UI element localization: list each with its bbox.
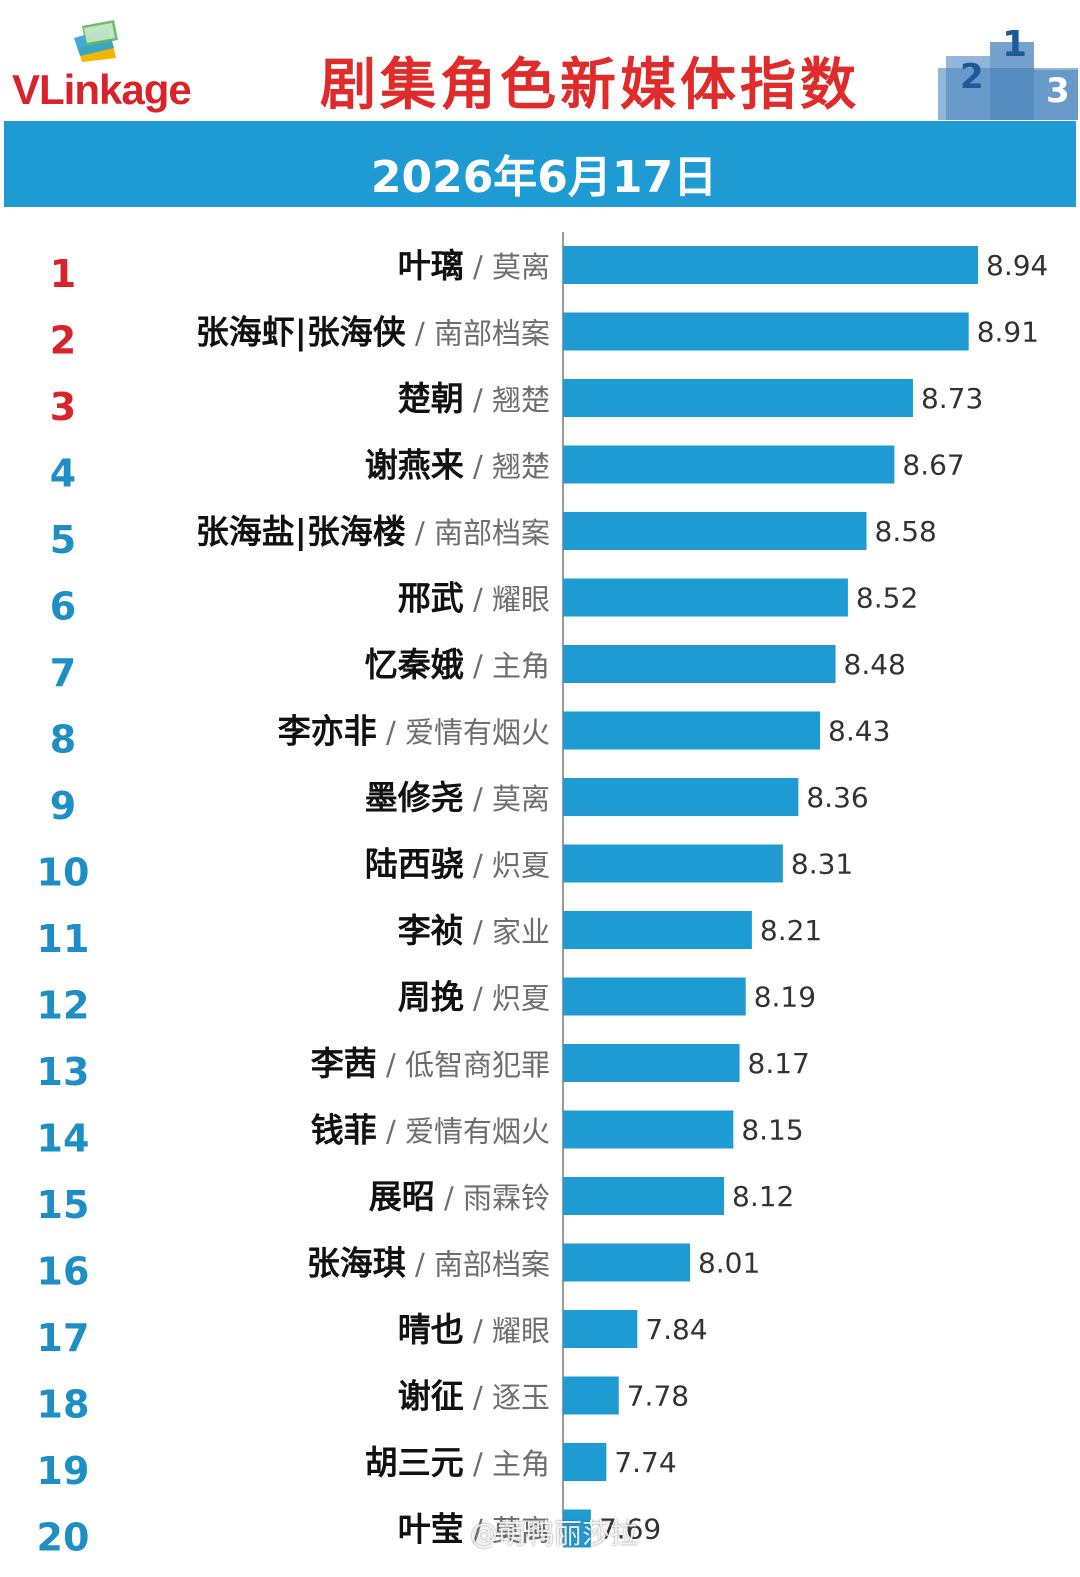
category-label: 叶莹 / 莫离 (398, 1510, 550, 1549)
page-title: 剧集角色新媒体指数 (320, 53, 860, 118)
bar (563, 1509, 591, 1548)
rank-label: 16 (37, 1250, 90, 1294)
category-label: 张海琪 / 南部档案 (307, 1244, 550, 1283)
bar (563, 1044, 740, 1082)
rank-label: 10 (37, 851, 90, 895)
bar (563, 512, 867, 550)
date-label: 2026年6月17日 (370, 152, 718, 203)
category-label: 张海虾|张海侠 / 南部档案 (196, 313, 550, 352)
category-label: 谢燕来 / 翘楚 (365, 446, 550, 485)
rank-label: 15 (37, 1183, 90, 1227)
value-label: 8.43 (828, 715, 890, 748)
rank-label: 17 (37, 1316, 90, 1360)
value-label: 8.36 (806, 781, 868, 814)
rank-label: 19 (37, 1449, 90, 1493)
value-label: 8.48 (844, 648, 906, 681)
value-label: 8.19 (754, 981, 816, 1014)
category-label: 李茜 / 低智商犯罪 (311, 1044, 550, 1083)
category-label: 叶璃 / 莫离 (398, 246, 550, 285)
value-label: 8.73 (921, 382, 983, 415)
value-label: 8.52 (856, 582, 918, 615)
bar (563, 445, 895, 484)
rank-label: 6 (50, 585, 76, 629)
value-label: 8.01 (698, 1247, 760, 1280)
rank-label: 4 (50, 452, 76, 496)
value-label: 8.58 (875, 515, 937, 548)
category-label: 李祯 / 家业 (398, 911, 550, 950)
bar (563, 312, 969, 351)
category-label: 周挽 / 炽夏 (398, 978, 550, 1017)
bar (563, 844, 783, 883)
bar (563, 379, 913, 417)
logo-mark-icon (74, 20, 118, 62)
logo-text: VLinkage (12, 66, 192, 113)
bar (563, 578, 848, 617)
category-label: 陆西骁 / 炽夏 (365, 845, 550, 884)
category-label: 张海盐|张海楼 / 南部档案 (196, 512, 550, 551)
category-label: 楚朝 / 翘楚 (398, 379, 550, 418)
bar (563, 1376, 619, 1415)
rank-label: 1 (50, 252, 76, 296)
bar (563, 1243, 690, 1282)
category-label: 钱菲 / 爱情有烟火 (311, 1111, 550, 1150)
bar (563, 778, 799, 816)
rank-label: 11 (37, 917, 90, 961)
bar (563, 911, 752, 949)
category-label: 晴也 / 耀眼 (398, 1310, 550, 1349)
value-label: 8.15 (741, 1114, 803, 1147)
rank-label: 9 (50, 784, 76, 828)
date-band: 2026年6月17日 (4, 121, 1076, 207)
rank-label: 2 (50, 319, 76, 363)
bar (563, 1310, 638, 1348)
value-label: 7.84 (645, 1313, 707, 1346)
rank-label: 13 (37, 1050, 90, 1094)
category-label: 忆秦娥 / 主角 (365, 645, 550, 684)
value-label: 7.69 (599, 1513, 661, 1546)
category-label: 邢武 / 耀眼 (398, 579, 550, 618)
rank-label: 12 (37, 984, 90, 1028)
vlinkage-logo: VLinkage (12, 18, 242, 113)
svg-text:3: 3 (1046, 71, 1070, 111)
header: VLinkage 剧集角色新媒体指数 2 1 3 (0, 0, 1080, 120)
bar (563, 246, 978, 284)
category-label: 墨修尧 / 莫离 (365, 778, 550, 817)
value-label: 8.17 (748, 1047, 810, 1080)
rank-label: 18 (37, 1383, 90, 1427)
bar (563, 1443, 607, 1481)
rank-label: 14 (37, 1117, 90, 1161)
category-label: 李亦非 / 爱情有烟火 (278, 712, 550, 751)
value-label: 8.12 (732, 1180, 794, 1213)
rank-label: 5 (50, 518, 76, 562)
rank-label: 3 (50, 385, 76, 429)
value-label: 8.31 (791, 848, 853, 881)
category-label: 谢征 / 逐玉 (398, 1377, 550, 1416)
svg-text:1: 1 (1002, 24, 1027, 65)
rank-label: 20 (37, 1516, 90, 1560)
rank-label: 7 (50, 651, 76, 695)
value-label: 8.91 (977, 316, 1039, 349)
value-label: 8.94 (986, 249, 1048, 282)
bar (563, 1110, 734, 1149)
watermark: @萌鸭丽莎拉 (470, 1517, 639, 1550)
rank-label: 8 (50, 718, 76, 762)
value-label: 7.78 (627, 1380, 689, 1413)
value-label: 8.67 (902, 449, 964, 482)
svg-text:2: 2 (960, 57, 984, 97)
bar (563, 711, 821, 750)
ranking-bar-chart: 8.94 1 叶璃 / 莫离 8.91 2 张海虾|张海侠 / 南部档案 8.73 3 楚朝 /… (37, 232, 1048, 1560)
bar (563, 977, 746, 1016)
bar (563, 645, 836, 683)
category-label: 胡三元 / 主角 (365, 1443, 550, 1482)
podium-icon: 2 1 3 (938, 24, 1078, 120)
category-label: 展昭 / 雨霖铃 (369, 1177, 550, 1216)
bar (563, 1177, 725, 1215)
value-label: 8.21 (760, 914, 822, 947)
value-label: 7.74 (614, 1446, 676, 1479)
